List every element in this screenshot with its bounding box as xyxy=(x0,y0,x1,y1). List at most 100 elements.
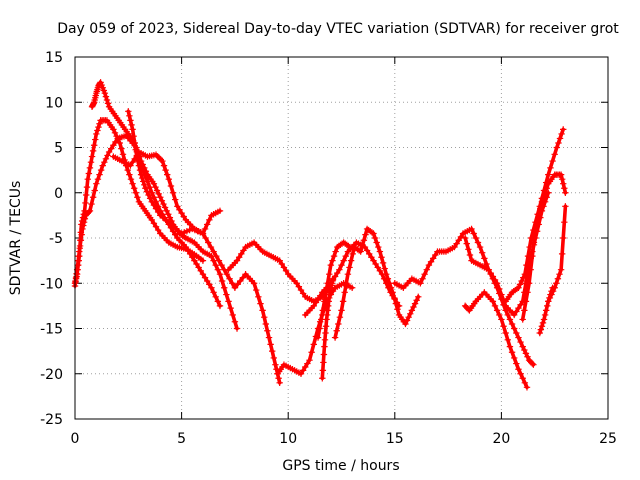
data-point xyxy=(387,284,395,291)
data-point xyxy=(489,298,497,305)
data-point xyxy=(310,302,317,310)
data-point xyxy=(489,273,497,280)
data-point xyxy=(116,139,123,147)
data-point xyxy=(161,204,169,211)
data-point xyxy=(138,174,146,182)
data-point xyxy=(154,226,162,234)
data-point xyxy=(515,366,522,373)
data-point xyxy=(293,280,300,287)
data-point xyxy=(128,121,135,129)
data-point xyxy=(114,136,122,143)
data-point xyxy=(80,211,87,218)
series-sat-k xyxy=(331,225,422,341)
data-point xyxy=(327,261,335,269)
data-point xyxy=(537,326,545,333)
data-point xyxy=(270,354,278,362)
data-point xyxy=(558,175,566,183)
series-sat-n xyxy=(461,289,531,391)
data-point xyxy=(493,280,501,287)
data-point xyxy=(239,274,247,281)
data-point xyxy=(348,284,356,291)
data-point xyxy=(160,200,167,208)
data-point xyxy=(158,197,166,204)
series-sat-l xyxy=(391,225,537,368)
data-point xyxy=(357,248,364,255)
data-point xyxy=(124,166,131,174)
data-point xyxy=(529,360,536,367)
data-point xyxy=(146,183,153,191)
y-tick-label: 0 xyxy=(54,186,63,202)
data-point xyxy=(146,195,154,202)
data-point xyxy=(346,264,353,271)
data-point xyxy=(427,258,435,265)
data-point xyxy=(174,203,181,210)
data-point xyxy=(373,239,380,246)
data-point xyxy=(421,271,428,278)
data-point xyxy=(231,284,239,291)
data-point xyxy=(206,216,213,224)
data-point xyxy=(206,281,213,288)
data-point xyxy=(408,307,416,314)
data-point xyxy=(461,234,469,242)
data-point xyxy=(104,100,112,107)
data-point xyxy=(394,306,401,313)
data-point xyxy=(546,294,554,302)
data-point xyxy=(322,329,329,337)
data-point xyxy=(94,127,101,134)
data-point xyxy=(516,281,524,288)
data-point xyxy=(110,126,117,133)
data-point xyxy=(164,171,171,178)
data-point xyxy=(342,252,349,260)
data-point xyxy=(530,239,538,246)
data-point xyxy=(118,145,125,152)
data-point xyxy=(135,162,143,169)
data-point xyxy=(374,264,381,271)
data-point xyxy=(515,284,522,291)
data-point xyxy=(554,275,562,282)
data-point xyxy=(87,159,95,166)
x-tick-label: 15 xyxy=(386,431,404,447)
data-point xyxy=(223,271,231,278)
data-point xyxy=(519,316,526,323)
data-point xyxy=(83,183,91,191)
data-point xyxy=(81,207,88,215)
data-point xyxy=(468,225,475,233)
data-point xyxy=(104,152,111,159)
data-point xyxy=(195,264,202,271)
data-point xyxy=(557,171,565,178)
data-point xyxy=(212,261,219,269)
data-point xyxy=(111,129,119,136)
data-point xyxy=(297,286,305,294)
data-point xyxy=(96,171,103,178)
data-point xyxy=(132,189,139,196)
data-point xyxy=(150,180,158,187)
data-point xyxy=(521,271,529,278)
data-point xyxy=(336,313,344,321)
data-series xyxy=(71,79,569,391)
data-point xyxy=(221,284,228,291)
data-point xyxy=(515,304,522,312)
data-point xyxy=(140,178,147,185)
data-point xyxy=(529,252,536,260)
data-point xyxy=(556,271,563,278)
data-point xyxy=(143,188,151,195)
data-point xyxy=(110,142,117,149)
data-point xyxy=(413,297,420,304)
x-tick-label: 10 xyxy=(279,431,297,447)
data-point xyxy=(131,139,138,147)
data-point xyxy=(502,329,509,337)
data-point xyxy=(130,132,137,140)
data-point xyxy=(108,145,115,152)
series-sat-r xyxy=(545,203,569,305)
data-point xyxy=(105,148,113,156)
data-point xyxy=(96,120,103,127)
data-point xyxy=(491,302,499,310)
data-point xyxy=(493,307,501,314)
data-point xyxy=(79,214,87,221)
data-point xyxy=(225,298,232,305)
y-axis-label: SDTVAR / TECUs xyxy=(8,181,24,296)
data-point xyxy=(506,316,514,323)
data-point xyxy=(522,350,530,357)
y-tick-label: -15 xyxy=(40,322,63,338)
data-point xyxy=(308,349,315,356)
